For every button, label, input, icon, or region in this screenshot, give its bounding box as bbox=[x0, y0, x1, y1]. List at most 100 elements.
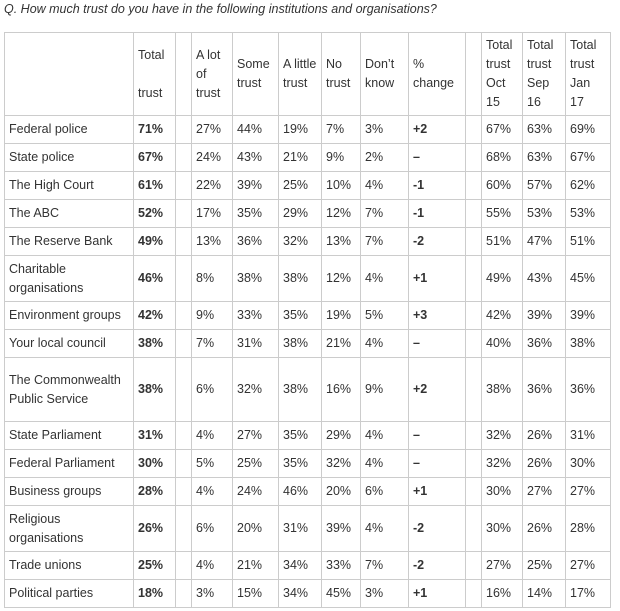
cell-sep16: 39% bbox=[522, 301, 566, 330]
cell-jan17: 30% bbox=[565, 449, 611, 478]
header-no: No trust bbox=[321, 32, 361, 116]
cell-dont-know: 4% bbox=[360, 171, 409, 200]
cell-little: 25% bbox=[278, 171, 322, 200]
cell-some: 27% bbox=[232, 421, 279, 450]
cell-a-lot: 3% bbox=[191, 579, 233, 608]
cell-some: 21% bbox=[232, 551, 279, 580]
cell-a-lot: 17% bbox=[191, 199, 233, 228]
cell-little: 35% bbox=[278, 449, 322, 478]
cell-sep16: 63% bbox=[522, 115, 566, 144]
spacer bbox=[175, 449, 192, 478]
spacer bbox=[175, 115, 192, 144]
header-oct15: Total trust Oct 15 bbox=[481, 32, 523, 116]
cell-institution: Trade unions bbox=[4, 551, 134, 580]
cell-change: +2 bbox=[408, 357, 466, 422]
spacer bbox=[465, 227, 482, 256]
header-a-lot: A lot of trust bbox=[191, 32, 233, 116]
spacer bbox=[465, 301, 482, 330]
cell-a-lot: 13% bbox=[191, 227, 233, 256]
cell-oct15: 30% bbox=[481, 477, 523, 506]
cell-some: 39% bbox=[232, 171, 279, 200]
header-total-line1: Total bbox=[138, 47, 165, 62]
cell-institution: Federal police bbox=[4, 115, 134, 144]
spacer bbox=[175, 32, 192, 116]
cell-change: +1 bbox=[408, 255, 466, 302]
cell-dont-know: 4% bbox=[360, 255, 409, 302]
cell-sep16: 53% bbox=[522, 199, 566, 228]
cell-jan17: 17% bbox=[565, 579, 611, 608]
cell-total-trust: 52% bbox=[133, 199, 176, 228]
cell-oct15: 68% bbox=[481, 143, 523, 172]
cell-sep16: 36% bbox=[522, 329, 566, 358]
cell-a-lot: 5% bbox=[191, 449, 233, 478]
spacer bbox=[465, 115, 482, 144]
cell-change: – bbox=[408, 449, 466, 478]
table-row: Federal police 71% 27% 44% 19% 7% 3% +2 67% 63% 69… bbox=[4, 115, 611, 144]
cell-no-trust: 9% bbox=[321, 143, 361, 172]
cell-jan17: 27% bbox=[565, 477, 611, 506]
cell-sep16: 47% bbox=[522, 227, 566, 256]
cell-dont-know: 4% bbox=[360, 449, 409, 478]
cell-jan17: 36% bbox=[565, 357, 611, 422]
cell-little: 38% bbox=[278, 255, 322, 302]
cell-a-lot: 7% bbox=[191, 329, 233, 358]
cell-change: -2 bbox=[408, 551, 466, 580]
cell-little: 19% bbox=[278, 115, 322, 144]
cell-some: 44% bbox=[232, 115, 279, 144]
cell-little: 35% bbox=[278, 301, 322, 330]
cell-a-lot: 4% bbox=[191, 477, 233, 506]
spacer bbox=[465, 579, 482, 608]
cell-little: 46% bbox=[278, 477, 322, 506]
cell-change: +1 bbox=[408, 579, 466, 608]
spacer bbox=[175, 143, 192, 172]
cell-little: 34% bbox=[278, 579, 322, 608]
cell-oct15: 38% bbox=[481, 357, 523, 422]
header-sep16: Total trust Sep 16 bbox=[522, 32, 566, 116]
cell-change: – bbox=[408, 421, 466, 450]
cell-no-trust: 45% bbox=[321, 579, 361, 608]
header-little: A little trust bbox=[278, 32, 322, 116]
spacer bbox=[175, 357, 192, 422]
cell-institution: The High Court bbox=[4, 171, 134, 200]
table-row: The Commonwealth Public Service 38% 6% 32% 3… bbox=[4, 357, 611, 422]
cell-total-trust: 67% bbox=[133, 143, 176, 172]
header-change: % change bbox=[408, 32, 466, 116]
cell-oct15: 16% bbox=[481, 579, 523, 608]
cell-oct15: 32% bbox=[481, 449, 523, 478]
cell-some: 32% bbox=[232, 357, 279, 422]
spacer bbox=[465, 449, 482, 478]
cell-little: 32% bbox=[278, 227, 322, 256]
cell-a-lot: 6% bbox=[191, 505, 233, 552]
cell-jan17: 27% bbox=[565, 551, 611, 580]
cell-no-trust: 39% bbox=[321, 505, 361, 552]
spacer bbox=[465, 199, 482, 228]
cell-institution: The Commonwealth Public Service bbox=[4, 357, 134, 422]
header-some: Some trust bbox=[232, 32, 279, 116]
header-total-line2: trust bbox=[138, 85, 163, 100]
cell-sep16: 36% bbox=[522, 357, 566, 422]
cell-oct15: 30% bbox=[481, 505, 523, 552]
spacer bbox=[175, 505, 192, 552]
cell-total-trust: 28% bbox=[133, 477, 176, 506]
cell-total-trust: 26% bbox=[133, 505, 176, 552]
spacer bbox=[465, 357, 482, 422]
header-blank bbox=[4, 32, 134, 116]
cell-a-lot: 8% bbox=[191, 255, 233, 302]
spacer bbox=[465, 32, 482, 116]
cell-little: 38% bbox=[278, 357, 322, 422]
cell-jan17: 51% bbox=[565, 227, 611, 256]
spacer bbox=[175, 551, 192, 580]
cell-institution: State Parliament bbox=[4, 421, 134, 450]
spacer bbox=[465, 329, 482, 358]
spacer bbox=[175, 579, 192, 608]
table-row: State Parliament 31% 4% 27% 35% 29% 4% –32% 26% 3… bbox=[4, 421, 611, 450]
table-row: Federal Parliament 30% 5% 25% 35% 32% 4% –32% 26… bbox=[4, 449, 611, 478]
cell-dont-know: 3% bbox=[360, 579, 409, 608]
cell-dont-know: 5% bbox=[360, 301, 409, 330]
cell-some: 35% bbox=[232, 199, 279, 228]
cell-dont-know: 7% bbox=[360, 227, 409, 256]
cell-institution: The Reserve Bank bbox=[4, 227, 134, 256]
table-row: Religious organisations 26% 6% 20% 31% 39% 4% -… bbox=[4, 505, 611, 552]
cell-sep16: 57% bbox=[522, 171, 566, 200]
cell-change: +2 bbox=[408, 115, 466, 144]
